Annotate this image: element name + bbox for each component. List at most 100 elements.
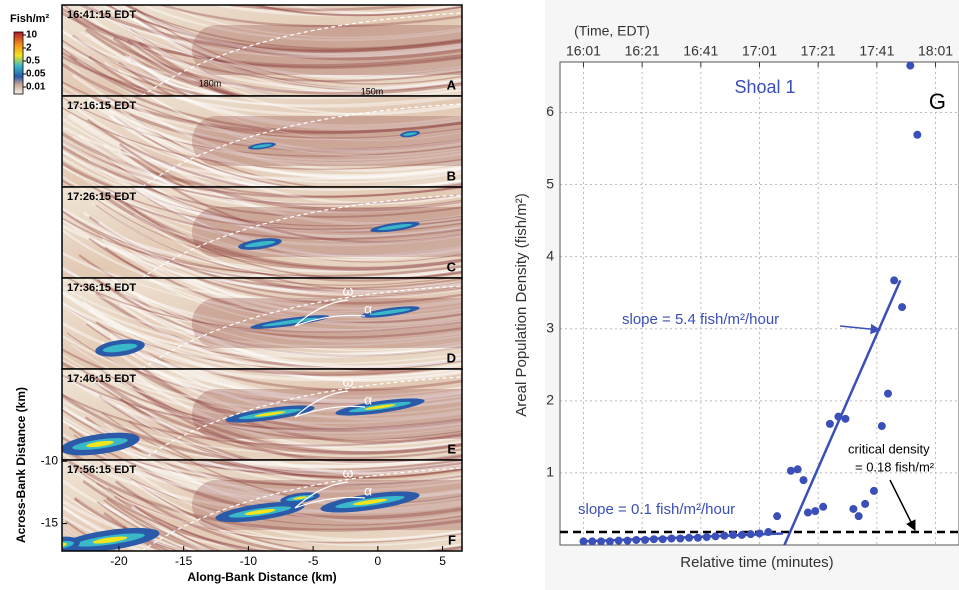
- sonar-streak: [62, 393, 462, 447]
- sonar-streak: [110, 291, 462, 369]
- sonar-panel: [62, 187, 462, 278]
- sonar-streak: [64, 460, 462, 532]
- sonar-streak: [129, 187, 462, 256]
- sonar-streak: [102, 369, 462, 412]
- sonar-streak: [62, 393, 462, 460]
- sonar-streak: [99, 187, 462, 247]
- sonar-streak: [62, 217, 203, 278]
- top-tick-label: 16:41: [683, 43, 718, 59]
- sonar-streak: [123, 5, 462, 61]
- sonar-streak: [82, 211, 462, 278]
- sonar-streak: [97, 96, 462, 140]
- sonar-streak: [99, 233, 181, 278]
- sonar-streak: [125, 202, 462, 278]
- panel-note: ω: [343, 374, 354, 390]
- x-tick-label: -20: [110, 554, 128, 568]
- sonar-streak: [62, 419, 153, 460]
- sonar-streak: [211, 278, 462, 291]
- sonar-streak: [127, 28, 462, 96]
- sonar-streak: [204, 187, 462, 211]
- data-point: [854, 512, 863, 521]
- sonar-streak: [70, 113, 462, 187]
- trajectory: [294, 299, 366, 327]
- sonar-streak: [140, 369, 462, 444]
- sonar-streak: [188, 369, 462, 403]
- sonar-streak: [73, 105, 462, 184]
- top-tick-label: 17:21: [801, 43, 836, 59]
- sonar-streak: [206, 278, 462, 299]
- sonar-streak: [92, 427, 148, 460]
- sonar-streak: [140, 187, 462, 218]
- sonar-streak: [152, 369, 462, 432]
- panel-letter: B: [447, 168, 456, 183]
- data-point: [811, 507, 820, 516]
- data-point: [834, 412, 843, 421]
- contour: [141, 285, 462, 369]
- sonar-streak: [72, 466, 462, 544]
- y-tick-label: -10: [41, 453, 59, 467]
- sonar-streak: [116, 404, 229, 460]
- contour: [141, 12, 462, 96]
- sonar-streak: [126, 39, 240, 96]
- annotation: critical density: [848, 441, 930, 456]
- sonar-streak: [62, 50, 159, 96]
- sonar-streak: [94, 381, 462, 460]
- sonar-streak: [62, 96, 462, 157]
- data-point: [641, 535, 650, 544]
- data-point: [861, 499, 870, 508]
- y-tick-label: 5: [546, 175, 554, 191]
- sonar-streak: [133, 504, 218, 551]
- sonar-streak: [131, 12, 462, 92]
- sonar-streak: [62, 10, 462, 68]
- sonar-streak: [98, 278, 462, 332]
- data-point: [632, 535, 641, 544]
- sonar-streak: [146, 369, 462, 401]
- data-point: [841, 414, 850, 423]
- sonar-streak: [211, 5, 462, 17]
- sonar-streak: [122, 463, 462, 542]
- sonar-streak: [62, 125, 462, 180]
- sonar-streak: [118, 143, 199, 187]
- data-point: [579, 537, 588, 546]
- colorbar-tick-label: 0.05: [26, 69, 46, 80]
- sonar-streak: [140, 5, 462, 42]
- sonar-streak: [131, 187, 462, 258]
- sonar-streak: [166, 187, 462, 206]
- sonar-streak: [131, 44, 229, 96]
- sonar-streak: [62, 29, 462, 93]
- sonar-streak: [184, 187, 462, 199]
- sonar-streak: [131, 480, 462, 551]
- sonar-streak: [129, 369, 462, 406]
- sonar-streak: [62, 142, 158, 187]
- sonar-streak: [252, 5, 462, 17]
- sonar-streak: [257, 369, 462, 381]
- sonar-streak: [181, 460, 462, 475]
- sonar-streak: [110, 5, 462, 79]
- data-point: [711, 532, 720, 541]
- sonar-streak: [224, 460, 462, 479]
- data-point: [737, 530, 746, 539]
- sonar-streak: [215, 460, 462, 480]
- data-point: [825, 419, 834, 428]
- top-tick-label: 17:01: [742, 43, 777, 59]
- sonar-streak: [62, 161, 116, 187]
- sonar-streak: [62, 217, 462, 277]
- data-point: [913, 130, 922, 139]
- sonar-streak: [173, 369, 462, 403]
- annotation: Shoal 1: [734, 77, 795, 97]
- sonar-streak: [93, 376, 462, 455]
- sonar-streak: [146, 278, 462, 323]
- contour: [141, 376, 462, 460]
- sonar-streak: [104, 5, 462, 52]
- sonar-streak: [62, 289, 462, 356]
- sonar-streak: [137, 41, 244, 96]
- data-point: [649, 535, 658, 544]
- sonar-streak: [156, 460, 462, 523]
- sonar-streak: [62, 62, 127, 96]
- sonar-streak: [62, 7, 462, 69]
- sonar-streak: [135, 187, 462, 263]
- sonar-streak: [132, 18, 462, 95]
- x-tick-label: 5: [439, 554, 446, 568]
- sonar-streak: [175, 278, 462, 315]
